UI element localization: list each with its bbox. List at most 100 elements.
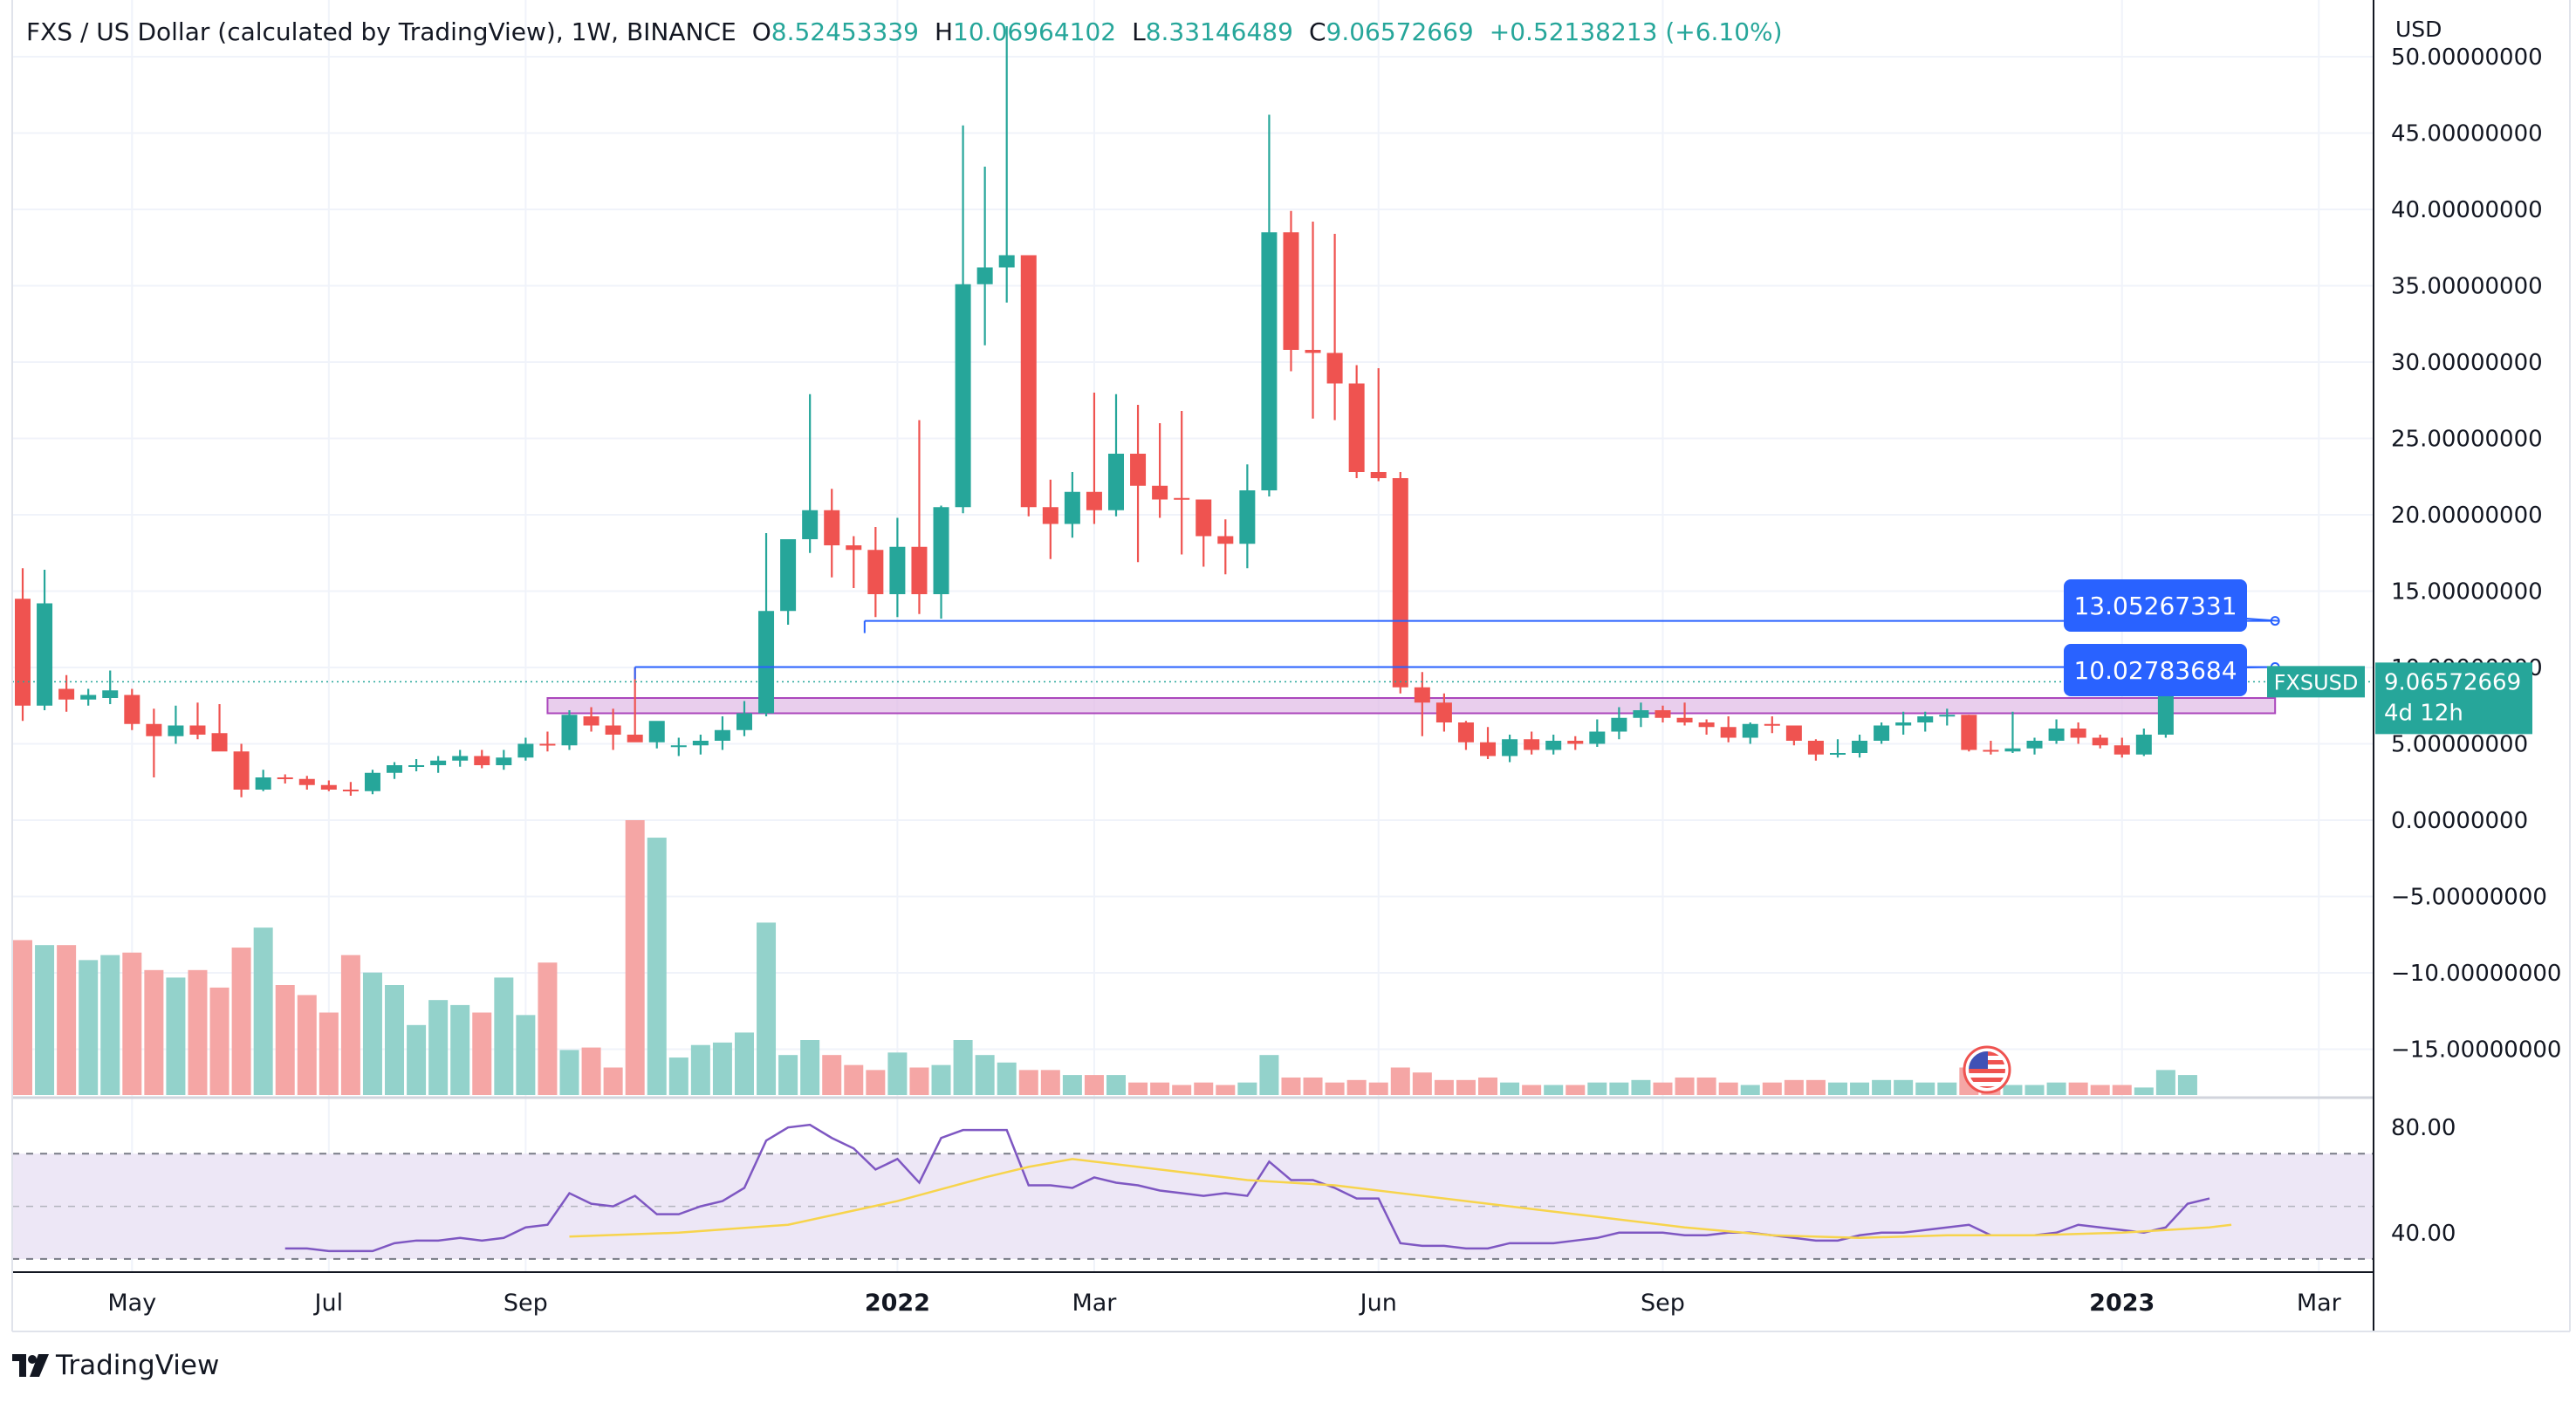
volume-bar [1172, 1085, 1192, 1095]
volume-bar [538, 962, 558, 1095]
volume-bar [494, 977, 514, 1095]
candle-body [583, 716, 599, 726]
volume-bar [385, 985, 405, 1095]
candle-body [1326, 352, 1343, 384]
volume-bar [1894, 1079, 1914, 1095]
candle-body [517, 743, 534, 758]
volume-bar [690, 1044, 710, 1095]
price-tick-label: 15.00000000 [2391, 579, 2543, 606]
volume-bar [340, 955, 360, 1095]
candle-body [1130, 454, 1147, 486]
time-tick-label: Sep [1641, 1290, 1685, 1317]
candle-body [58, 688, 75, 700]
volume-bar [712, 1042, 732, 1095]
candle-body [955, 284, 971, 508]
volume-bar [1631, 1079, 1651, 1095]
volume-bar [516, 1015, 536, 1095]
candle-body [1874, 725, 1890, 741]
volume-bar [144, 969, 164, 1095]
candle-body [1589, 731, 1606, 744]
candle-body [277, 777, 293, 779]
volume-bar [887, 1052, 908, 1095]
volume-bar [57, 945, 77, 1095]
candle-body [1742, 723, 1758, 738]
volume-bar [122, 952, 142, 1095]
volume-bar [319, 1012, 339, 1095]
candle-body [408, 765, 425, 767]
price-tick-label: 20.00000000 [2391, 503, 2543, 529]
us-flag-icon[interactable] [1963, 1045, 2011, 1094]
candle-body [911, 546, 928, 594]
candle-body [1020, 255, 1037, 508]
volume-bar [1281, 1077, 1301, 1095]
candles [12, 26, 2374, 797]
candle-body [1720, 727, 1737, 738]
candle-body [364, 772, 380, 791]
candle-body [1457, 722, 1474, 743]
candle-body [387, 765, 403, 773]
price-tick-label: 45.00000000 [2391, 121, 2543, 147]
volume-bar [1500, 1082, 1520, 1095]
volume-bar [231, 948, 251, 1095]
candle-body [1698, 722, 1715, 728]
candle-body [102, 690, 119, 698]
volume-bar [734, 1032, 754, 1095]
volume-bar [1827, 1082, 1847, 1095]
candle-body [1348, 383, 1365, 472]
volume-bar [188, 969, 208, 1095]
time-tick-label: Mar [1072, 1290, 1117, 1317]
volume-bar [1106, 1075, 1126, 1095]
candle-body [2048, 729, 2065, 741]
volume-bar [1587, 1082, 1607, 1095]
price-axis-title: USD [2395, 17, 2442, 42]
volume-bar [559, 1050, 579, 1095]
candle-body [1567, 741, 1584, 744]
candle-body [1086, 491, 1102, 510]
candle-body [539, 743, 556, 746]
volume-bar [2112, 1085, 2132, 1095]
volume-bar [1872, 1079, 1892, 1095]
volume-bar [909, 1067, 929, 1095]
volume-bar [1762, 1082, 1782, 1095]
candle-body [430, 760, 447, 765]
candle-body [1829, 753, 1846, 755]
volume-bar [1740, 1085, 1760, 1095]
price-tick-label: 40.00000000 [2391, 197, 2543, 223]
time-tick-label: Jun [1359, 1290, 1397, 1317]
tradingview-brand[interactable]: TradingView [12, 1350, 219, 1381]
candle-body [889, 546, 906, 594]
candle-body [146, 723, 162, 736]
candle-body [758, 611, 775, 714]
price-tick-label: −10.00000000 [2391, 961, 2561, 987]
volume-bar [35, 945, 55, 1095]
price-tick-label: 50.00000000 [2391, 44, 2543, 71]
legend-close-value: 9.06572669 [1326, 17, 1474, 46]
candle-body [233, 751, 250, 790]
price-tick-label: 35.00000000 [2391, 274, 2543, 300]
volume-bar [975, 1055, 995, 1095]
candle-body [1502, 739, 1518, 756]
time-tick-label: Mar [2297, 1290, 2342, 1317]
candle-body [846, 545, 862, 551]
volume-bar [13, 940, 32, 1095]
candle-body [298, 778, 315, 785]
symbol-badge-label: FXSUSD [2274, 670, 2359, 695]
volume-bar [472, 1012, 492, 1095]
price-tick-label: 5.00000000 [2391, 732, 2528, 758]
volume-bar [1084, 1075, 1104, 1095]
volume-bar [209, 987, 230, 1095]
legend-symbol: FXS / US Dollar (calculated by TradingVi… [26, 17, 736, 46]
volume-bar [1325, 1082, 1345, 1095]
candle-body [998, 255, 1015, 268]
volume-bar [1368, 1082, 1388, 1095]
volume-bar [2155, 1070, 2175, 1095]
candle-body [1435, 702, 1452, 722]
volume-bar [931, 1064, 951, 1095]
candle-body [1064, 491, 1080, 524]
time-tick-label: May [107, 1290, 156, 1317]
volume-bar [1565, 1085, 1586, 1095]
volume-bar [668, 1057, 689, 1095]
horizontal-lines[interactable]: 13.05267331 10.02783684 [634, 579, 2280, 696]
candle-body [320, 784, 337, 790]
